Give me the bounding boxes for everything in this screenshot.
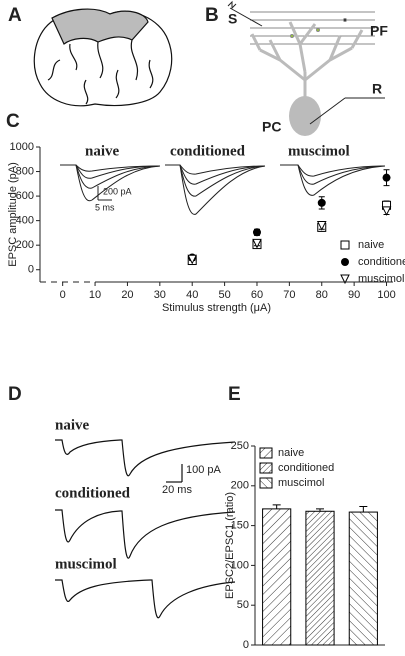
scale-bar-label: 100 pA (186, 464, 222, 476)
y-tick-label: 0 (28, 264, 34, 276)
y-tick-label: 100 (231, 559, 249, 571)
x-tick-label: 90 (348, 289, 360, 301)
marker (317, 198, 326, 207)
cerebellum-drawing (33, 8, 173, 107)
inset-traces (60, 164, 386, 215)
y-tick-label: 400 (16, 215, 34, 227)
error-bar (272, 504, 281, 509)
trace-label: naive (55, 417, 90, 433)
trace-label: naive (85, 143, 120, 159)
y-tick-label: 0 (243, 639, 249, 651)
panel-label: D (8, 384, 22, 405)
panel-label: A (8, 5, 22, 26)
marker (382, 173, 391, 182)
x-axis-label: Stimulus strength (μA) (162, 302, 271, 314)
diagram-label: S (228, 11, 237, 27)
legend-label: muscimol (278, 477, 324, 489)
marker (252, 228, 261, 237)
panel-label: C (6, 111, 20, 132)
marker (341, 258, 349, 266)
circuit-diagram (227, 0, 385, 136)
legend-swatch (259, 462, 273, 474)
marker (252, 238, 262, 249)
y-tick-label: 200 (16, 239, 34, 251)
x-tick-label: 100 (377, 289, 395, 301)
bar (262, 508, 292, 646)
marker (340, 274, 350, 285)
legend-swatch (259, 447, 273, 459)
y-tick-label: 50 (237, 599, 249, 611)
legend-label: naive (278, 447, 304, 459)
legend-swatch (259, 477, 273, 489)
x-tick-label: 60 (251, 289, 263, 301)
paired-pulse-traces (55, 439, 236, 619)
y-axis-label: EPSC2/EPSC1 (ratio) (224, 492, 236, 599)
trace-label: conditioned (55, 485, 131, 501)
marker (340, 240, 350, 250)
diagram-label: PC (262, 119, 281, 135)
diagram-label: R (372, 81, 382, 97)
marker (381, 206, 392, 216)
y-tick-label: 150 (231, 520, 249, 532)
x-tick-label: 80 (316, 289, 328, 301)
y-axis-label: EPSC amplitude (pA) (7, 162, 19, 267)
x-tick-label: 50 (218, 289, 230, 301)
x-tick-label: 30 (154, 289, 166, 301)
trace-label: muscimol (55, 556, 117, 572)
bar (348, 511, 378, 646)
panel-label: E (228, 384, 241, 405)
marker (316, 221, 327, 231)
diagram-label: PF (370, 23, 388, 39)
y-tick-label: 1000 (10, 141, 34, 153)
scale-bar-label: 20 ms (162, 484, 192, 496)
y-tick-label: 200 (231, 480, 249, 492)
bar (305, 510, 335, 646)
y-tick-label: 600 (16, 190, 34, 202)
marker (187, 254, 198, 265)
trace-label: muscimol (288, 143, 350, 159)
trace-label: conditioned (170, 143, 246, 159)
x-tick-label: 0 (60, 289, 66, 301)
panel-label: B (205, 5, 219, 26)
x-tick-label: 10 (89, 289, 101, 301)
error-bar (316, 508, 324, 512)
x-tick-label: 70 (283, 289, 295, 301)
legend-label: conditioned (278, 462, 334, 474)
y-tick-label: 250 (231, 440, 249, 452)
x-tick-label: 40 (186, 289, 198, 301)
error-bar (359, 505, 368, 513)
legend-label: naive (358, 239, 384, 251)
x-tick-label: 20 (121, 289, 133, 301)
legend-label: muscimol (358, 273, 404, 285)
scale-bar-label: 5 ms (95, 202, 115, 212)
legend-label: conditioned (358, 256, 405, 268)
y-tick-label: 800 (16, 165, 34, 177)
scale-bar-label: 200 pA (103, 186, 132, 196)
